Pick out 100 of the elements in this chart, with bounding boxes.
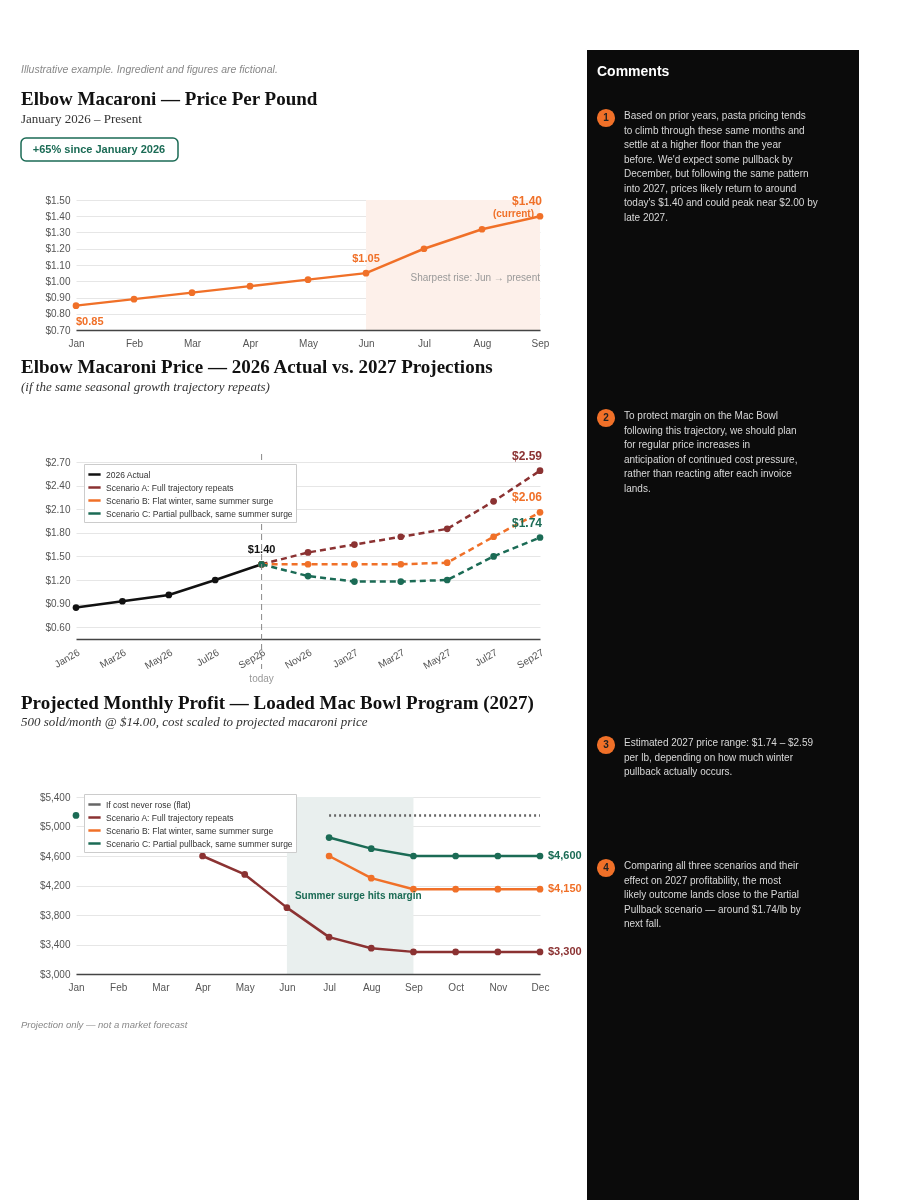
band-label: Summer surge hits margin — [294, 890, 422, 902]
text: Based on prior years, pasta pricing tends to climb through these same months and settle at a higher floor than the year before. We'd expect some pullback by December, but following the same pattern into 2027, prices likely return to around today's $1.40 and could peak near $2.00 by late 2027. — [624, 110, 818, 223]
x-tick-label: Feb — [125, 337, 144, 349]
legend-label: Scenario B: Flat winter, same summer surge — [106, 495, 274, 506]
x-tick-label: Oct — [448, 981, 465, 993]
point — [72, 812, 80, 819]
point — [410, 852, 417, 860]
point — [494, 885, 502, 893]
y-tick-label: $0.70 — [45, 324, 71, 336]
point — [283, 904, 291, 911]
point — [304, 276, 312, 283]
point — [119, 597, 126, 605]
text: To protect margin on the Mac Bowl following this trajectory, we should plan for regular price increases in anticipation of continued cost pressure, rather than reacting after each invoice lands. — [624, 410, 798, 494]
point — [410, 948, 417, 956]
chart-subtitle: January 2026 – Present — [21, 111, 143, 126]
chart-subtitle: 500 sold/month @ $14.00, cost scaled to projected macaroni price — [21, 714, 368, 729]
x-tick-label: Jan — [68, 337, 85, 349]
x-tick-label: Jun — [358, 337, 375, 349]
point — [199, 852, 206, 860]
point — [188, 289, 196, 296]
y-tick-label: $3,000 — [39, 968, 71, 980]
legend-label: If cost never rose (flat) — [106, 799, 191, 810]
annotation: $4,150 — [548, 882, 582, 895]
point — [351, 578, 358, 585]
point — [490, 533, 497, 541]
point — [443, 559, 451, 567]
x-tick-label: Dec — [531, 981, 550, 993]
annotation: (current) — [492, 208, 534, 220]
legend-label: 2026 Actual — [106, 469, 151, 480]
y-tick-label: $5,400 — [39, 791, 71, 803]
point — [367, 874, 375, 882]
point — [246, 282, 254, 290]
point — [536, 509, 544, 516]
point — [211, 576, 219, 584]
x-tick-label: Jul27 — [472, 646, 500, 669]
x-tick-label: Jul — [323, 981, 336, 993]
point — [304, 560, 312, 568]
text: Illustrative example. Ingredient and figures are fictional. — [21, 63, 278, 75]
point — [351, 541, 358, 548]
point — [536, 534, 544, 541]
annotation: $1.40 — [247, 543, 276, 556]
point — [443, 576, 451, 584]
point — [241, 871, 249, 878]
x-tick-label: Aug — [473, 337, 492, 349]
point — [420, 245, 428, 253]
point — [367, 845, 375, 852]
y-tick-label: $2.10 — [45, 503, 71, 515]
y-tick-label: $4,200 — [39, 880, 71, 891]
point — [130, 295, 138, 303]
point — [367, 944, 375, 952]
y-tick-label: $3,800 — [39, 909, 71, 921]
chart-title: Projected Monthly Profit — Loaded Mac Bowl Program (2027) — [21, 692, 534, 714]
text: Estimated 2027 price range: $1.74 – $2.59 per lb, depending on how much winter pullback actually occurs. — [624, 737, 814, 777]
chart-title: Elbow Macaroni Price — 2026 Actual vs. 2027 Projections — [21, 356, 493, 377]
category-label: 4 — [603, 862, 610, 873]
legend-label: Scenario A: Full trajectory repeats — [106, 812, 234, 823]
point — [325, 933, 333, 941]
point — [397, 560, 405, 568]
point — [452, 885, 459, 893]
x-tick-label: Sep — [531, 337, 550, 349]
category-label: 3 — [603, 739, 610, 750]
x-tick-label: May — [235, 981, 255, 993]
legend-label: Scenario C: Partial pullback, same summer surge — [106, 838, 293, 849]
point — [397, 578, 405, 585]
point — [72, 604, 80, 611]
y-tick-label: $1.30 — [45, 227, 71, 238]
y-tick-label: $1.40 — [45, 210, 71, 222]
y-tick-label: $3,400 — [39, 939, 71, 950]
point — [478, 225, 486, 233]
legend-label: Scenario B: Flat winter, same summer surge — [106, 825, 274, 836]
point — [490, 553, 497, 560]
text: Comparing all three scenarios and their effect on 2027 profitability, the most likely outcome lands close to the Partial Pullback scenario — around $1.74/lb by next fall. — [624, 860, 801, 929]
y-tick-label: $5,000 — [39, 821, 71, 832]
point — [536, 885, 544, 893]
point — [452, 948, 459, 956]
category-label: 2 — [603, 412, 610, 423]
point — [536, 212, 544, 220]
y-tick-label: $1.10 — [45, 259, 71, 271]
point — [165, 591, 173, 599]
point — [490, 497, 497, 505]
x-tick-label: Jul — [418, 337, 431, 349]
x-tick-label: Apr — [195, 981, 212, 993]
annotation: $4,600 — [548, 849, 582, 861]
point — [536, 467, 544, 474]
chart-title: Elbow Macaroni — Price Per Pound — [21, 88, 318, 109]
ref-line-label: today — [249, 673, 274, 684]
y-tick-label: $1.50 — [45, 194, 71, 206]
y-tick-label: $0.90 — [45, 598, 71, 610]
annotation: $2.06 — [511, 490, 543, 505]
y-tick-label: $0.80 — [45, 308, 71, 320]
annotation: $1.40 — [511, 194, 543, 209]
y-tick-label: $1.50 — [45, 550, 71, 562]
point — [325, 852, 333, 860]
point — [536, 852, 544, 860]
point — [452, 852, 459, 860]
point — [304, 572, 312, 580]
y-tick-label: $0.60 — [45, 621, 71, 633]
text: +65% since January 2026 — [32, 142, 166, 155]
annotation: $0.85 — [76, 314, 104, 327]
point — [325, 834, 333, 841]
